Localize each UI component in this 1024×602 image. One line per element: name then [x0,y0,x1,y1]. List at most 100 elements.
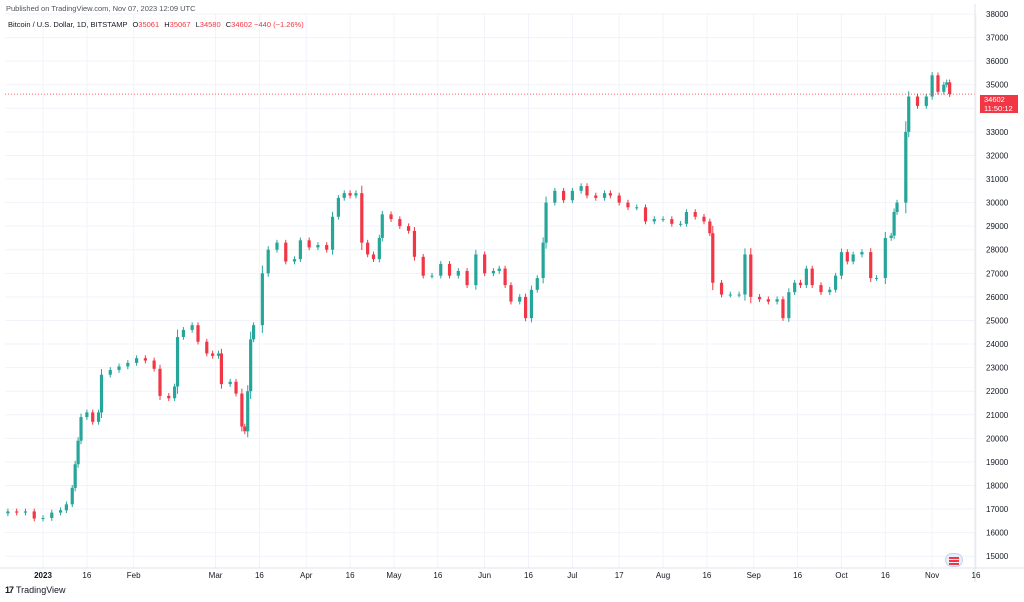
candle-body [793,282,797,293]
candle-body [366,242,370,255]
low-value: 34580 [199,20,221,29]
candle-body [175,336,180,387]
time-tick-label: Feb [127,571,141,580]
candle-body [617,195,621,203]
candle-body [670,219,674,224]
candle-body [544,202,548,243]
candle-body [342,193,346,198]
candle-body [804,268,808,286]
candle-body [173,386,177,399]
candle-body [32,511,36,519]
candle-body [851,254,855,262]
candle-body [143,358,147,361]
candle-body [266,249,270,274]
candle-body [284,242,288,262]
price-tick-label: 28000 [986,246,1009,255]
candle-body [907,96,911,132]
candle-body [553,190,557,203]
candle-body [251,325,256,340]
price-tick-label: 19000 [986,458,1009,467]
candle-body [518,296,522,302]
candle-body [915,96,920,106]
candle-body [196,325,200,342]
price-tick-label: 27000 [986,269,1009,278]
candle-body [757,296,762,300]
candle-body [602,193,607,198]
open-label: O [132,20,139,29]
candle-body [678,223,683,225]
candle-body [509,285,513,302]
candle-body [421,256,425,276]
candle-body [465,270,469,286]
symbol-title: Bitcoin / U.S. Dollar, 1D, BITSTAMP [8,20,128,29]
candle-body [325,245,329,250]
candle-body [798,282,803,286]
candle-body [216,353,221,356]
time-tick-label: Apr [300,571,313,580]
candle-body [134,358,139,363]
time-tick-label: Nov [925,571,939,580]
candle-body [219,353,224,385]
candle-body [6,511,10,514]
low-label: L [195,20,200,29]
candle-body [316,245,320,248]
time-tick-label: Jun [478,571,491,580]
price-tick-label: 15000 [986,552,1009,561]
change-value: −440 (−1.26%) [254,20,304,29]
candle-body [430,275,434,277]
candle-body [73,464,77,488]
time-tick-label: 16 [702,571,711,580]
price-tick-label: 36000 [986,57,1009,66]
time-tick-label: May [386,571,401,580]
candle-body [541,242,545,279]
candle-body [190,325,194,330]
candle-body [570,190,574,201]
candle-body [456,270,460,276]
time-tick-label: Sep [747,571,762,580]
time-tick-label: 16 [255,571,264,580]
candle-body [211,353,215,356]
candle-body [523,296,528,319]
time-tick-label: 16 [972,571,981,580]
candle-body [70,487,74,505]
candle-body [743,254,747,295]
candle-body [275,242,279,250]
candle-body [766,299,770,302]
candle-body [474,254,478,286]
price-tick-label: 38000 [986,10,1009,19]
candle-body [661,219,665,221]
price-tick-label: 26000 [986,293,1009,302]
time-tick-label: 17 [615,571,624,580]
price-tick-label: 29000 [986,222,1009,231]
candle-body [895,202,899,213]
candle-body [904,131,908,203]
price-tick-label: 32000 [986,151,1009,160]
candle-body [942,84,946,92]
price-tick-label: 24000 [986,340,1009,349]
time-tick-label: 16 [82,571,91,580]
time-axis[interactable]: 2023 16 Feb Mar 16 Apr 16 May 16 Jun 16 Jul 17 Aug 16 S… [0,567,1024,580]
candle-body [260,273,264,326]
candle-body [243,426,247,432]
candle-body [839,252,844,276]
candle-body [711,233,715,283]
candle-body [181,329,185,337]
candle-body [348,193,352,196]
candle-body [483,254,487,274]
close-value: 34602 [231,20,253,29]
candle-body [626,202,630,208]
candle-body [412,230,417,257]
time-tick-label: Oct [835,571,848,580]
candle-body [126,362,130,367]
candle-body [883,237,887,279]
candle-body [936,75,940,92]
candle-body [249,339,253,392]
candle-body [684,212,689,224]
bar-countdown: 11:50:12 [984,104,1013,113]
price-axis[interactable]: 15000 16000 17000 18000 19000 20000 21000 22000… [974,4,1009,582]
tradingview-footer[interactable]: 17 TradingView [5,585,66,595]
candle-body [23,511,28,513]
candle-body [50,512,54,519]
us-flag-icon[interactable] [945,553,963,567]
